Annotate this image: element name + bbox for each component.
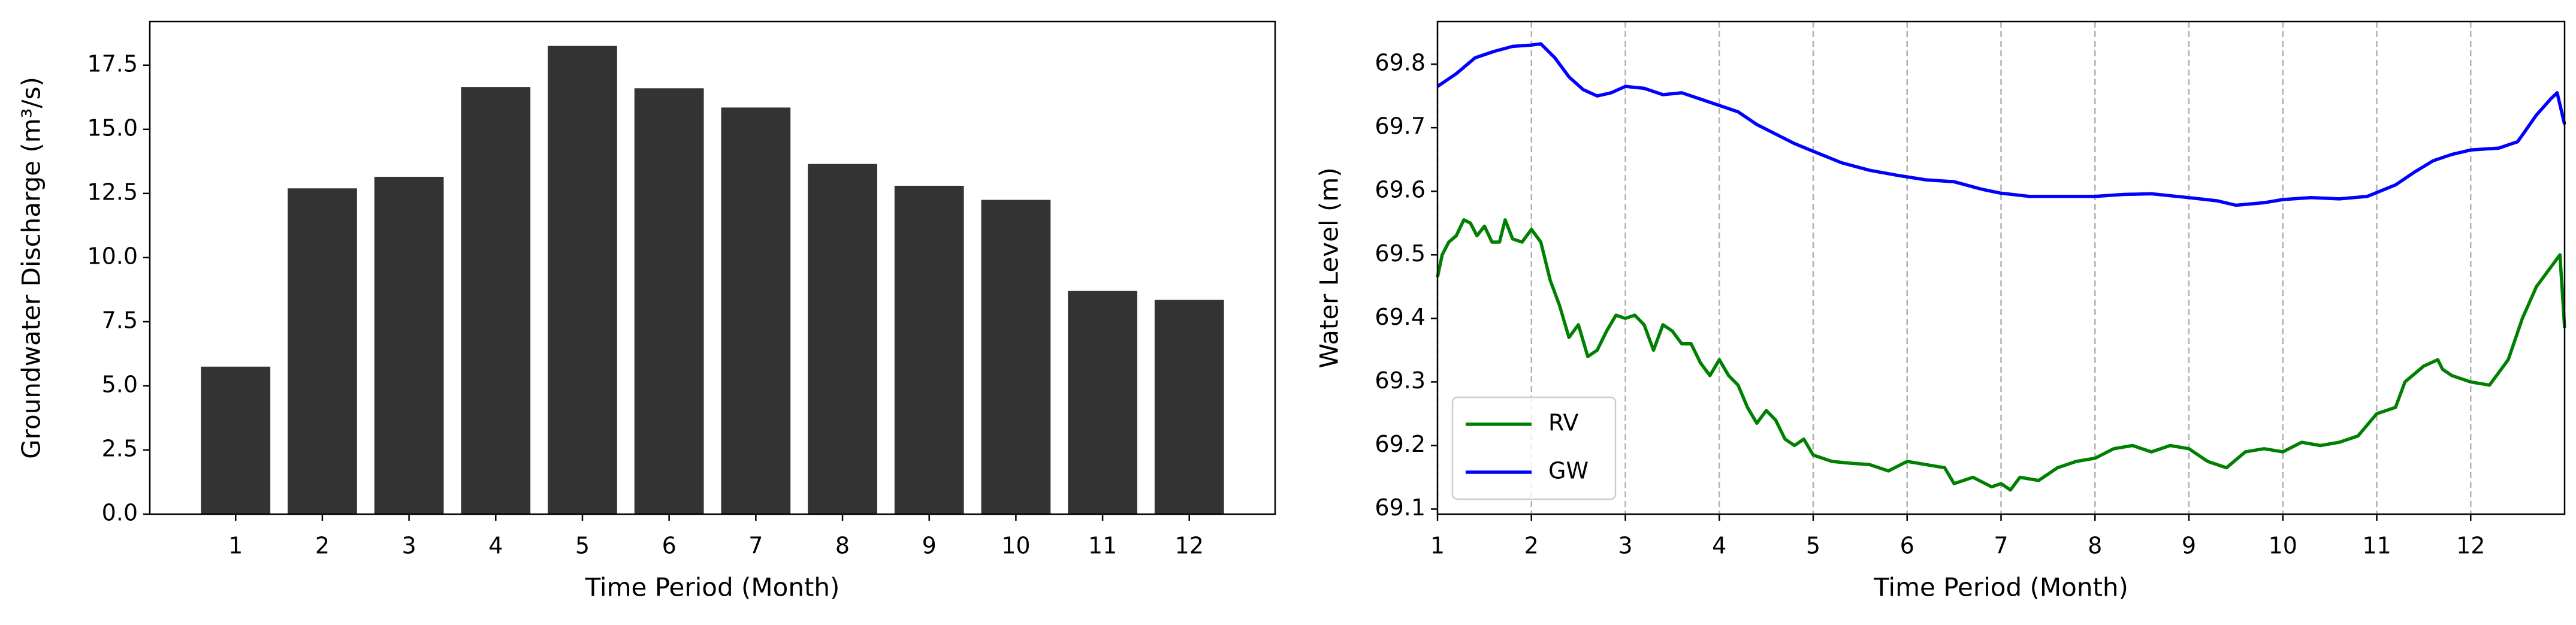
bar bbox=[461, 87, 531, 514]
x-axis-label: Time Period (Month) bbox=[1873, 573, 2128, 602]
x-tick-label: 2 bbox=[315, 533, 330, 559]
axes-frame bbox=[149, 20, 1276, 515]
bar bbox=[981, 200, 1051, 514]
legend-label: GW bbox=[1548, 458, 1589, 484]
y-tick-label: 17.5 bbox=[87, 50, 138, 77]
x-tick-label: 3 bbox=[402, 533, 416, 559]
x-tick-label: 12 bbox=[1175, 533, 1204, 559]
y-tick-label: 7.5 bbox=[102, 307, 138, 333]
bar bbox=[634, 88, 704, 514]
x-tick-label: 7 bbox=[748, 533, 763, 559]
line-series bbox=[1436, 42, 2566, 207]
bar bbox=[288, 188, 357, 514]
x-tick-label: 1 bbox=[228, 533, 243, 559]
y-tick-label: 69.7 bbox=[1375, 113, 1426, 140]
y-tick-label: 0.0 bbox=[102, 500, 138, 526]
x-tick-label: 12 bbox=[2456, 533, 2485, 559]
x-tick-label: 7 bbox=[1994, 533, 2008, 559]
x-tick-label: 1 bbox=[1430, 533, 1445, 559]
x-tick-label: 8 bbox=[835, 533, 850, 559]
x-tick-label: 6 bbox=[662, 533, 677, 559]
y-tick-label: 69.8 bbox=[1375, 50, 1426, 76]
x-axis-label: Time Period (Month) bbox=[585, 573, 840, 602]
x-tick-label: 5 bbox=[575, 533, 590, 559]
x-tick-label: 8 bbox=[2088, 533, 2102, 559]
x-tick-label: 3 bbox=[1618, 533, 1632, 559]
bar bbox=[548, 46, 617, 514]
x-tick-label: 5 bbox=[1806, 533, 1820, 559]
y-tick-label: 15.0 bbox=[87, 114, 138, 141]
y-tick-label: 69.6 bbox=[1375, 177, 1426, 203]
x-tick-label: 11 bbox=[1088, 533, 1117, 559]
bar bbox=[808, 164, 877, 514]
y-axis-label: Water Level (m) bbox=[1315, 167, 1344, 368]
y-tick-label: 10.0 bbox=[87, 243, 138, 269]
y-axis-label: Groundwater Discharge (m³/s) bbox=[17, 77, 46, 459]
bar bbox=[894, 186, 964, 514]
x-tick-label: 9 bbox=[2182, 533, 2196, 559]
bar bbox=[1068, 291, 1137, 514]
y-tick-label: 5.0 bbox=[102, 371, 138, 397]
line-series bbox=[1436, 218, 2566, 492]
x-tick-label: 4 bbox=[1712, 533, 1726, 559]
bar bbox=[201, 366, 271, 514]
bar bbox=[1154, 300, 1224, 514]
y-tick-label: 2.5 bbox=[102, 435, 138, 461]
bar bbox=[721, 107, 791, 514]
x-tick-label: 6 bbox=[1900, 533, 1914, 559]
x-tick-label: 2 bbox=[1524, 533, 1539, 559]
legend-label: RV bbox=[1548, 410, 1578, 436]
y-tick-label: 69.4 bbox=[1375, 304, 1426, 330]
y-tick-label: 69.1 bbox=[1375, 494, 1426, 521]
bar bbox=[374, 177, 444, 514]
legend-box bbox=[1451, 396, 1617, 500]
x-tick-label: 10 bbox=[2269, 533, 2297, 559]
x-tick-label: 9 bbox=[922, 533, 937, 559]
y-tick-label: 69.2 bbox=[1375, 431, 1426, 457]
axes-frame bbox=[1436, 20, 2566, 515]
y-tick-label: 69.5 bbox=[1375, 240, 1426, 267]
y-tick-label: 12.5 bbox=[87, 179, 138, 205]
x-tick-label: 11 bbox=[2362, 533, 2391, 559]
x-tick-label: 4 bbox=[488, 533, 503, 559]
y-tick-label: 69.3 bbox=[1375, 367, 1426, 394]
x-tick-label: 10 bbox=[1001, 533, 1030, 559]
